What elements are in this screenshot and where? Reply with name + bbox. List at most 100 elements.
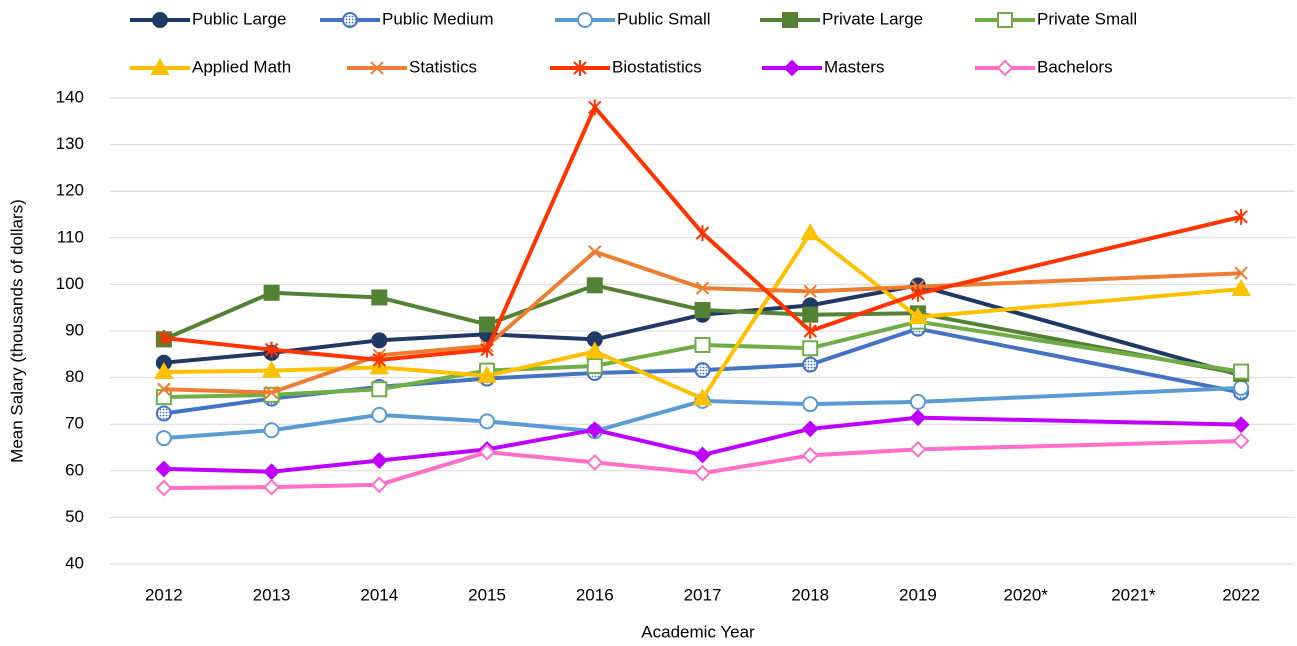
y-tick-label: 90 <box>65 320 84 339</box>
legend-item: Public Large <box>130 9 287 28</box>
marker <box>263 463 281 481</box>
marker <box>802 356 819 373</box>
marker <box>801 447 819 464</box>
legend-label: Biostatistics <box>612 57 702 76</box>
legend-label: Private Large <box>822 9 923 28</box>
y-tick-label: 40 <box>65 553 84 572</box>
y-tick-label: 70 <box>65 414 84 433</box>
marker <box>152 12 168 28</box>
legend-label: Public Large <box>192 9 287 28</box>
marker <box>803 284 817 299</box>
marker <box>370 476 388 494</box>
marker <box>694 464 711 482</box>
marker <box>370 61 384 75</box>
marker <box>155 405 172 422</box>
x-tick-label: 2017 <box>684 585 722 604</box>
series-line <box>163 105 919 362</box>
marker <box>573 60 587 76</box>
legend-label: Masters <box>824 57 884 76</box>
marker <box>155 479 173 497</box>
marker <box>479 316 496 333</box>
marker <box>588 245 602 259</box>
y-tick-label: 80 <box>65 367 84 386</box>
marker <box>586 453 604 471</box>
marker <box>997 12 1013 28</box>
legend-item: Bachelors <box>975 57 1113 76</box>
marker <box>909 393 926 410</box>
x-tick-label: 2019 <box>899 585 937 604</box>
y-tick-label: 50 <box>65 507 84 526</box>
series <box>155 409 1250 481</box>
marker <box>1233 379 1250 396</box>
marker <box>370 452 388 469</box>
marker <box>480 341 494 358</box>
marker <box>154 361 174 380</box>
legend-label: Public Small <box>617 9 711 28</box>
marker <box>371 332 388 349</box>
y-tick-label: 130 <box>56 134 84 153</box>
marker <box>155 389 172 406</box>
marker <box>479 413 496 430</box>
marker <box>801 420 819 438</box>
x-tick-label: 2012 <box>145 585 183 604</box>
marker <box>264 341 279 358</box>
legend-item: Biostatistics <box>550 57 702 76</box>
series-line <box>163 249 919 395</box>
x-axis-title: Academic Year <box>641 622 755 641</box>
legend-item: Private Large <box>760 9 923 28</box>
gap-bridge <box>917 415 1242 427</box>
marker <box>155 430 172 447</box>
legend-label: Statistics <box>409 57 477 76</box>
y-tick-label: 140 <box>56 87 84 106</box>
marker <box>783 59 801 77</box>
marker <box>155 460 173 478</box>
gap-bridge <box>917 214 1242 296</box>
marker <box>372 351 387 368</box>
y-tick-label: 100 <box>56 274 84 293</box>
marker <box>261 360 282 378</box>
marker <box>588 99 602 116</box>
x-tick-label: 2014 <box>360 585 398 604</box>
y-tick-label: 120 <box>56 181 84 200</box>
legend-label: Applied Math <box>192 57 291 76</box>
marker <box>908 307 928 325</box>
marker <box>263 284 280 301</box>
gap-bridge <box>917 319 1242 374</box>
marker <box>586 421 604 439</box>
marker <box>342 12 358 28</box>
legend-label: Public Medium <box>382 9 494 28</box>
marker <box>157 382 171 396</box>
marker <box>803 323 817 339</box>
x-tick-label: 2013 <box>253 585 291 604</box>
marker <box>909 409 927 427</box>
gap-bridge <box>917 287 1242 320</box>
marker <box>692 388 713 406</box>
series-line <box>163 398 918 441</box>
legend-label: Bachelors <box>1037 57 1113 76</box>
series <box>157 245 1248 400</box>
marker <box>782 12 798 28</box>
x-tick-label: 2016 <box>576 585 614 604</box>
x-tick-label: 2021* <box>1111 585 1156 604</box>
legend-item: Statistics <box>347 57 477 76</box>
legend-item: Public Small <box>555 9 711 28</box>
legend-item: Masters <box>762 57 884 76</box>
marker <box>694 362 711 379</box>
series <box>155 432 1250 497</box>
marker <box>263 422 280 439</box>
marker <box>800 223 820 241</box>
x-tick-label: 2015 <box>468 585 506 604</box>
x-tick-label: 2022 <box>1222 585 1260 604</box>
marker <box>263 478 281 496</box>
series <box>157 99 1248 368</box>
marker <box>150 57 170 75</box>
marker <box>694 302 711 319</box>
marker <box>371 381 388 398</box>
gap-bridge <box>917 385 1242 404</box>
marker <box>996 59 1014 77</box>
marker <box>586 277 603 294</box>
marker <box>1234 208 1248 225</box>
marker <box>1233 363 1250 380</box>
marker <box>577 12 593 28</box>
